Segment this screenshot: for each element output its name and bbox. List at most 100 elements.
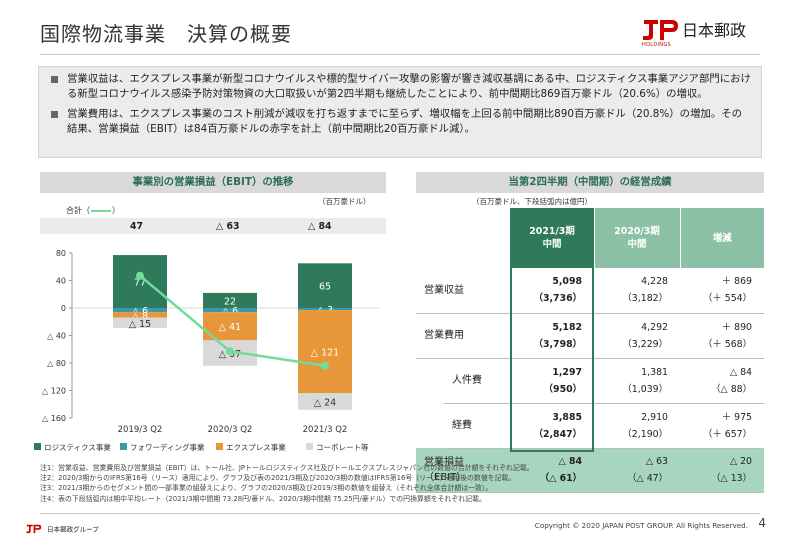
cell-change: △ 84 （△ 88）	[680, 358, 764, 404]
y-tick-label: △ 160	[42, 414, 66, 423]
table-row-ebit: 営業損益 （EBIT） △ 84 （△ 61） △ 63 （△ 47） △ 20 （△ …	[416, 448, 764, 493]
row-label: 営業費用	[416, 313, 510, 359]
jp-logo-icon	[643, 20, 678, 40]
row-label: 経費	[444, 403, 510, 449]
total-value: △ 84	[308, 221, 332, 232]
total-legend: 合計（ ）	[66, 205, 120, 216]
table-row-costs: 経費 3,885 （2,847） 2,910 （2,190） ＋ 975 （＋ 657…	[416, 403, 764, 449]
bar-label: △ 121	[311, 348, 339, 359]
bar-segment	[298, 308, 352, 311]
table-row-expense: 営業費用 5,182 （3,798） 4,292 （3,229） ＋ 890 （＋ 5…	[416, 313, 764, 359]
bar-label: △ 15	[129, 319, 151, 330]
bar-label: △ 8	[132, 311, 148, 322]
legend-label: フォワーディング事業	[130, 442, 205, 452]
group-name: 日本郵政グループ	[47, 525, 99, 534]
cell-current: △ 84 （△ 61）	[510, 448, 594, 493]
japan-post-group-logo: 日本郵政グループ	[26, 518, 106, 534]
x-tick-label: 2021/3 Q2	[303, 425, 348, 435]
cell-current: 3,885 （2,847）	[510, 403, 594, 449]
page-number: 4	[758, 516, 766, 530]
footnote: 注4：表の下段括弧内は期中平均レート（2021/3期中間期 73.28円/豪ドル…	[40, 494, 486, 503]
cell-previous: 1,381 （1,039）	[594, 358, 680, 404]
logo-sub: HOLDINGS	[642, 42, 671, 48]
jp-logo-small-icon	[26, 524, 42, 534]
row-label: 営業損益 （EBIT）	[416, 448, 510, 493]
total-point	[226, 347, 234, 356]
legend-swatch	[120, 443, 127, 450]
col-header-previous: 2020/3期 中間	[594, 208, 681, 268]
legend-label: エクスプレス事業	[226, 442, 286, 452]
cell-change: ＋ 869 （＋ 554）	[680, 268, 764, 314]
bar-segment	[298, 310, 352, 394]
bar-label: △ 41	[219, 322, 241, 333]
total-point	[136, 271, 144, 280]
table-row-revenue: 営業収益 5,098 （3,736） 4,228 （3,182） ＋ 869 （＋ 5…	[416, 268, 764, 314]
legend-swatch	[34, 443, 41, 450]
totals-row	[40, 218, 386, 234]
table-corner	[416, 208, 511, 268]
legend-swatch	[216, 443, 223, 450]
cell-current: 1,297 （950）	[510, 358, 594, 404]
summary-bullet-revenue: 営業収益は、エクスプレス事業が新型コロナウイルスや標的型サイバー攻撃の影響が響き…	[51, 72, 751, 102]
total-value: 47	[130, 221, 144, 232]
cell-previous: 4,228 （3,182）	[594, 268, 680, 314]
logo-text: 日本郵政	[682, 21, 747, 40]
y-tick-label: △ 40	[47, 332, 66, 341]
total-line-swatch-icon	[91, 209, 111, 212]
cell-change: ＋ 890 （＋ 568）	[680, 313, 764, 359]
total-legend-label: 合計（	[66, 206, 90, 215]
chart-unit-label: （百万豪ドル）	[318, 197, 371, 206]
y-tick-label: 80	[56, 249, 66, 258]
col-header-change: 増減	[680, 208, 764, 268]
y-tick-label: △ 120	[42, 387, 66, 396]
bar-segment	[298, 393, 352, 410]
cell-previous: △ 63 （△ 47）	[594, 448, 680, 493]
footnote: 注1：営業収益、営業費用及び営業損益（EBIT）は、トール社、JPトールロジステ…	[40, 464, 534, 472]
performance-table: 2021/3期 中間 2020/3期 中間 増減 営業収益 5,098 （3,736）…	[416, 208, 764, 493]
cell-previous: 4,292 （3,229）	[594, 313, 680, 359]
footnote: 注3：2021/3期からのセグメント間の一部事業の組替えにより、グラフの2020…	[40, 484, 493, 493]
row-label: 営業収益	[416, 268, 510, 314]
row-label: 人件費	[444, 358, 510, 404]
copyright: Copyright © 2020 JAPAN POST GROUP. All R…	[534, 521, 748, 530]
legend-label: コーポレート等	[316, 442, 369, 452]
summary-box: 営業収益は、エクスプレス事業が新型コロナウイルスや標的型サイバー攻撃の影響が響き…	[38, 66, 762, 158]
legend-label: ロジスティクス事業	[44, 442, 111, 452]
total-value: △ 63	[216, 221, 240, 232]
total-point	[321, 361, 329, 370]
bar-segment	[113, 308, 167, 313]
bar-label: △ 24	[314, 398, 336, 409]
japan-post-holdings-logo: 日本郵政 HOLDINGS	[642, 16, 762, 50]
cell-previous: 2,910 （2,190）	[594, 403, 680, 449]
bar-label: 22	[224, 296, 236, 307]
y-tick-label: 40	[56, 277, 66, 286]
cell-change: ＋ 975 （＋ 657）	[680, 403, 764, 449]
bar-label: 77	[134, 278, 146, 289]
footnote: 注2：2020/3期からのIFRS第16号（リース）適用により、グラフ及び表の2…	[40, 474, 516, 483]
bar-label: △ 6	[222, 306, 238, 317]
bar-segment	[203, 292, 257, 308]
bar-label: 65	[319, 282, 331, 293]
cell-current: 5,098 （3,736）	[510, 268, 594, 314]
cell-change: △ 20 （△ 13）	[680, 448, 764, 493]
footnotes: 注1：営業収益、営業費用及び営業損益（EBIT）は、トール社、JPトールロジステ…	[40, 463, 534, 504]
ebit-trend-header: 事業別の営業損益（EBIT）の推移	[40, 172, 386, 193]
cell-current: 5,182 （3,798）	[510, 313, 594, 359]
bar-segment	[113, 317, 167, 328]
bar-segment	[113, 312, 167, 318]
bar-label: △ 6	[132, 306, 148, 317]
page-title: 国際物流事業 決算の概要	[40, 22, 292, 46]
bar-segment	[298, 263, 352, 308]
title-divider	[40, 54, 760, 55]
bar-segment	[113, 255, 167, 308]
total-legend-label-end: ）	[112, 206, 120, 215]
x-tick-label: 2019/3 Q2	[118, 425, 163, 435]
x-tick-label: 2020/3 Q2	[208, 425, 253, 435]
y-tick-label: 0	[61, 304, 66, 313]
y-tick-label: △ 80	[47, 359, 66, 368]
table-unit-label: （百万豪ドル、下段括弧内は億円）	[472, 197, 592, 206]
col-header-current: 2021/3期 中間	[510, 208, 595, 268]
performance-header: 当第2四半期（中間期）の経営成績	[416, 172, 764, 193]
table-row-personnel: 人件費 1,297 （950） 1,381 （1,039） △ 84 （△ 88）	[416, 358, 764, 404]
